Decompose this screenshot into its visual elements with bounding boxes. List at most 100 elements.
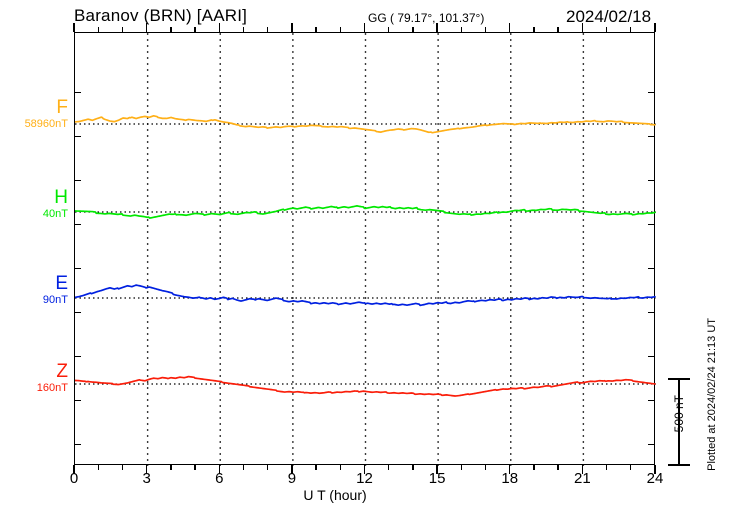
x-tick-top [339, 27, 341, 32]
x-tick-minor [557, 465, 559, 470]
x-tick-top [533, 27, 535, 32]
x-tick-top [509, 23, 511, 32]
x-tick-major [291, 465, 293, 474]
y-tick [648, 136, 655, 138]
geographic-coordinates: GG ( 79.17°, 101.37°) [368, 11, 485, 25]
x-tick-minor [388, 465, 390, 470]
x-tick-major [73, 465, 75, 474]
x-tick-top [557, 27, 559, 32]
page-title: Baranov (BRN) [AARI] [74, 6, 248, 25]
series-label-h-baseline: 40nT [42, 208, 68, 220]
x-tick-top [412, 27, 414, 32]
series-label-e-baseline: 90nT [42, 294, 68, 306]
y-tick [74, 180, 81, 182]
x-tick-top [605, 27, 608, 32]
x-tick-minor [630, 465, 632, 470]
x-tick-label: 0 [69, 470, 79, 487]
y-tick [74, 312, 81, 314]
x-tick-top [363, 23, 366, 32]
x-tick-major [509, 465, 511, 474]
x-tick-top [145, 23, 148, 32]
y-tick [74, 224, 81, 226]
y-tick [74, 268, 81, 270]
series-label-z: Z 160nT [8, 362, 68, 395]
x-tick-top [436, 23, 438, 32]
x-tick-top [460, 27, 463, 32]
x-tick-top [484, 27, 487, 32]
x-tick-major [218, 465, 220, 474]
x-tick-label: 12 [356, 470, 373, 487]
x-tick-minor [533, 465, 535, 470]
x-tick-minor [121, 465, 124, 470]
y-tick [648, 312, 655, 314]
x-tick-top [73, 23, 75, 32]
y-tick [648, 400, 655, 402]
x-tick-minor [242, 465, 245, 470]
x-axis-label: U T (hour) [0, 487, 730, 503]
x-tick-top [194, 27, 196, 32]
x-tick-top [291, 23, 293, 32]
scale-bar [668, 378, 690, 466]
x-tick-label: 18 [501, 470, 519, 487]
series-label-f-name: F [56, 97, 68, 118]
magnetogram-plot-area [74, 32, 656, 466]
magnetogram-svg [75, 33, 656, 466]
x-tick-minor [339, 465, 341, 470]
x-tick-label: 9 [287, 470, 297, 487]
x-tick-top [581, 23, 584, 32]
x-tick-major [363, 465, 366, 474]
y-tick [648, 180, 655, 182]
x-tick-top [121, 27, 124, 32]
scale-bar-label: 500 nT [672, 395, 686, 433]
y-tick [74, 92, 81, 94]
x-tick-minor [484, 465, 487, 470]
x-tick-label: 3 [142, 470, 151, 487]
y-tick [74, 356, 81, 358]
series-label-z-baseline: 160nT [36, 382, 68, 394]
scale-bar-cap-bottom [668, 464, 690, 466]
x-axis-label-text: U T (hour) [303, 487, 367, 503]
y-tick [74, 400, 81, 402]
scale-bar-stem [678, 378, 680, 466]
x-tick-top [170, 27, 172, 32]
x-tick-minor [605, 465, 608, 470]
x-tick-major [145, 465, 148, 474]
y-tick [648, 444, 655, 446]
x-tick-minor [315, 465, 317, 470]
x-tick-top [654, 23, 656, 32]
x-tick-minor [97, 465, 99, 470]
x-tick-minor [170, 465, 172, 470]
x-tick-top [266, 27, 269, 32]
series-label-f: F 58960nT [8, 98, 68, 131]
x-tick-label: 6 [215, 470, 224, 487]
x-tick-top [388, 27, 390, 32]
x-tick-top [630, 27, 632, 32]
x-tick-label: 24 [646, 470, 664, 487]
x-tick-top [218, 23, 220, 32]
x-tick-major [436, 465, 438, 474]
x-tick-major [654, 465, 656, 474]
x-tick-minor [412, 465, 414, 470]
x-tick-minor [460, 465, 463, 470]
series-traces [75, 114, 656, 397]
series-label-e-name: E [55, 273, 68, 294]
y-tick [74, 136, 81, 138]
y-tick [648, 224, 655, 226]
x-tick-major [581, 465, 584, 474]
series-label-h: H 40nT [8, 188, 68, 221]
y-tick [648, 92, 655, 94]
x-tick-minor [266, 465, 269, 470]
scale-bar-cap-top [668, 378, 690, 380]
series-label-z-name: Z [56, 361, 68, 382]
x-tick-label: 15 [428, 470, 446, 487]
series-label-f-baseline: 58960nT [24, 118, 68, 130]
series-label-e: E 90nT [8, 274, 68, 307]
plotted-timestamp: Plotted at 2024/02/24 21:13 UT [706, 318, 718, 471]
x-tick-top [97, 27, 99, 32]
observation-date: 2024/02/18 [566, 7, 652, 26]
x-tick-top [242, 27, 245, 32]
y-tick [74, 444, 81, 446]
vertical-gridlines [146, 33, 585, 466]
x-tick-minor [194, 465, 196, 470]
series-label-h-name: H [54, 187, 68, 208]
